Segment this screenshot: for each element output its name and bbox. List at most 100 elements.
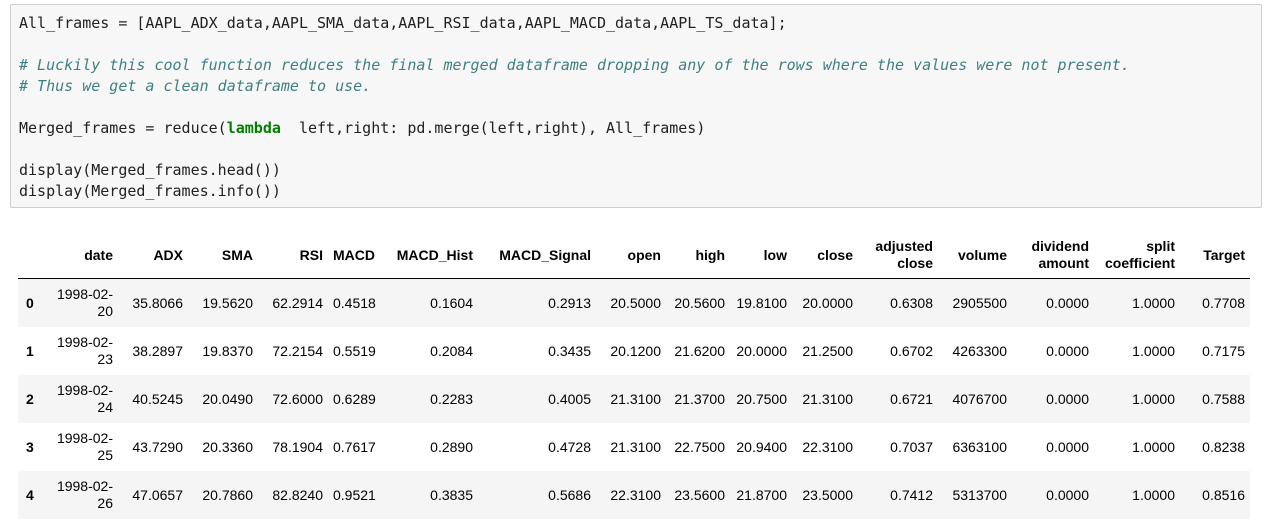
table-cell: 0.0000: [1046, 342, 1089, 359]
table-cell: 0.0000: [1046, 486, 1089, 503]
column-header: high: [666, 232, 730, 279]
code-comment-2: # Thus we get a clean dataframe to use.: [19, 77, 372, 95]
table-cell: 0.2890: [430, 438, 473, 455]
column-header: split coefficient: [1094, 232, 1180, 279]
table-cell: 0.6289: [333, 390, 376, 407]
table-cell: 0.6702: [890, 342, 933, 359]
table-cell: 6363100: [952, 438, 1007, 455]
table-cell: 0.3835: [430, 486, 473, 503]
table-cell: 21.3700: [674, 390, 725, 407]
table-cell: 0.2084: [430, 342, 473, 359]
row-index: 1: [26, 342, 34, 359]
code-keyword-lambda: lambda: [226, 119, 281, 137]
table-cell: 0.2283: [430, 390, 473, 407]
output-area: date ADX SMA RSI MACD MACD_Hist MACD_Sig…: [18, 232, 1250, 519]
code-cell[interactable]: All_frames = [AAPL_ADX_data,AAPL_SMA_dat…: [10, 4, 1262, 208]
table-cell: 4263300: [952, 342, 1007, 359]
code-line-merged-frames: Merged_frames = reduce(lambda left,right…: [19, 118, 1253, 139]
column-header: close: [792, 232, 858, 279]
row-index: 0: [26, 294, 34, 311]
date-cell: 1998-02-24: [56, 382, 113, 415]
table-cell: 0.0000: [1046, 390, 1089, 407]
table-cell: 0.9521: [333, 486, 376, 503]
table-cell: 0.3435: [548, 342, 591, 359]
date-cell: 1998-02-25: [56, 430, 113, 463]
table-cell: 20.3360: [202, 438, 253, 455]
code-blank-line: [19, 97, 1253, 118]
column-header: low: [730, 232, 792, 279]
table-cell: 1.0000: [1132, 342, 1175, 359]
table-cell: 2905500: [952, 294, 1007, 311]
table-cell: 0.4728: [548, 438, 591, 455]
table-cell: 0.8238: [1202, 438, 1245, 455]
dataframe-table: date ADX SMA RSI MACD MACD_Hist MACD_Sig…: [18, 232, 1250, 519]
table-cell: 1.0000: [1132, 486, 1175, 503]
table-cell: 21.2500: [802, 342, 853, 359]
table-cell: 0.2913: [548, 294, 591, 311]
table-cell: 23.5000: [802, 486, 853, 503]
table-cell: 47.0657: [132, 486, 183, 503]
code-line-all-frames: All_frames = [AAPL_ADX_data,AAPL_SMA_dat…: [19, 14, 787, 32]
table-cell: 0.7617: [333, 438, 376, 455]
date-cell: 1998-02-20: [56, 286, 113, 319]
row-index: 4: [26, 486, 34, 503]
table-cell: 20.5000: [610, 294, 661, 311]
table-cell: 5313700: [952, 486, 1007, 503]
table-cell: 20.0490: [202, 390, 253, 407]
table-cell: 0.7708: [1202, 294, 1245, 311]
table-cell: 72.6000: [272, 390, 323, 407]
table-cell: 43.7290: [132, 438, 183, 455]
column-header: MACD_Signal: [478, 232, 596, 279]
table-cell: 82.8240: [272, 486, 323, 503]
table-cell: 0.4518: [333, 294, 376, 311]
table-cell: 35.8066: [132, 294, 183, 311]
row-index: 3: [26, 438, 34, 455]
table-cell: 20.7860: [202, 486, 253, 503]
table-cell: 0.5519: [333, 342, 376, 359]
table-cell: 38.2897: [132, 342, 183, 359]
column-header: MACD: [328, 232, 380, 279]
table-row: 1 1998-02-23 38.2897 19.8370 72.2154 0.5519 0.…: [18, 327, 1250, 375]
table-cell: 23.5600: [674, 486, 725, 503]
table-cell: 0.7588: [1202, 390, 1245, 407]
column-header: dividend amount: [1012, 232, 1094, 279]
column-header: ADX: [118, 232, 188, 279]
table-cell: 21.3100: [610, 390, 661, 407]
table-cell: 0.0000: [1046, 438, 1089, 455]
table-cell: 0.6308: [890, 294, 933, 311]
table-cell: 20.0000: [802, 294, 853, 311]
code-text: Merged_frames = reduce(: [19, 119, 227, 137]
table-header-row: date ADX SMA RSI MACD MACD_Hist MACD_Sig…: [18, 232, 1250, 279]
table-cell: 0.0000: [1046, 294, 1089, 311]
table-cell: 4076700: [952, 390, 1007, 407]
code-blank-line: [19, 34, 1253, 55]
table-cell: 0.8516: [1202, 486, 1245, 503]
column-header: SMA: [188, 232, 258, 279]
column-header: adjusted close: [858, 232, 938, 279]
table-row: 3 1998-02-25 43.7290 20.3360 78.1904 0.7617 0.…: [18, 423, 1250, 471]
table-cell: 0.7175: [1202, 342, 1245, 359]
table-cell: 20.9400: [736, 438, 787, 455]
table-cell: 19.8370: [202, 342, 253, 359]
table-row: 0 1998-02-20 35.8066 19.5620 62.2914 0.4518 0.…: [18, 278, 1250, 327]
table-cell: 0.6721: [890, 390, 933, 407]
index-header: [18, 232, 48, 279]
table-row: 4 1998-02-26 47.0657 20.7860 82.8240 0.9521 0.…: [18, 471, 1250, 519]
column-header: open: [596, 232, 666, 279]
table-cell: 1.0000: [1132, 294, 1175, 311]
table-cell: 20.7500: [736, 390, 787, 407]
table-cell: 0.7037: [890, 438, 933, 455]
table-cell: 72.2154: [272, 342, 323, 359]
table-cell: 19.8100: [736, 294, 787, 311]
table-cell: 21.3100: [802, 390, 853, 407]
code-blank-line: [19, 139, 1253, 160]
table-row: 2 1998-02-24 40.5245 20.0490 72.6000 0.6289 0.…: [18, 375, 1250, 423]
table-cell: 0.5686: [548, 486, 591, 503]
table-cell: 40.5245: [132, 390, 183, 407]
table-cell: 19.5620: [202, 294, 253, 311]
table-cell: 22.3100: [802, 438, 853, 455]
code-comment-1: # Luckily this cool function reduces the…: [19, 56, 1130, 74]
table-cell: 0.7412: [890, 486, 933, 503]
table-cell: 21.3100: [610, 438, 661, 455]
column-header: date: [48, 232, 118, 279]
